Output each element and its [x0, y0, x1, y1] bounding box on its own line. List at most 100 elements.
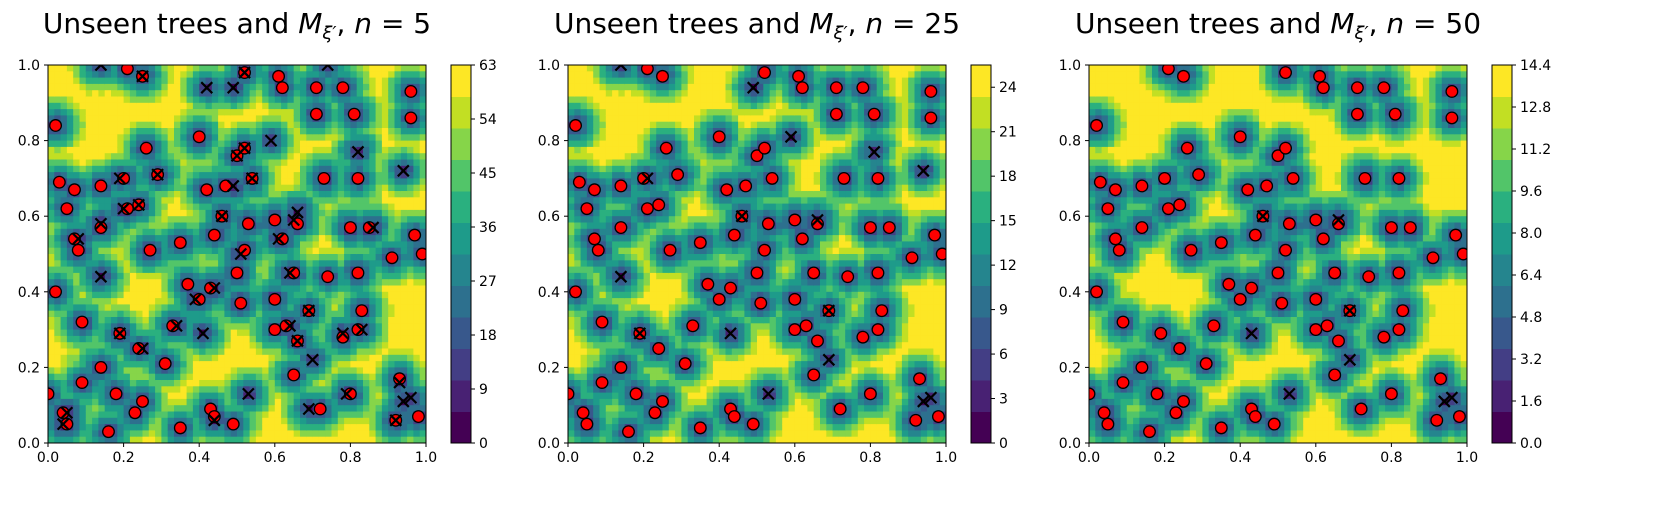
heatmap-cell: [631, 367, 638, 374]
observed-tree-point: [235, 297, 247, 309]
heatmap-cell: [54, 304, 61, 311]
heatmap-cell: [275, 197, 282, 204]
heatmap-cell: [54, 374, 61, 381]
heatmap-cell: [180, 134, 187, 141]
heatmap-cell: [388, 336, 395, 343]
heatmap-cell: [357, 380, 364, 387]
heatmap-cell: [294, 260, 301, 267]
heatmap-cell: [382, 267, 389, 274]
heatmap-cell: [269, 286, 276, 293]
heatmap-cell: [669, 361, 676, 368]
heatmap-cell: [187, 367, 194, 374]
observed-tree-point: [337, 82, 349, 94]
heatmap-cell: [413, 279, 420, 286]
heatmap-cell: [413, 367, 420, 374]
heatmap-cell: [669, 216, 676, 223]
heatmap-cell: [325, 254, 332, 261]
heatmap-cell: [325, 216, 332, 223]
heatmap-cell: [350, 78, 357, 85]
heatmap-cell: [612, 399, 619, 406]
heatmap-cell: [338, 109, 345, 116]
heatmap-cell: [124, 374, 131, 381]
observed-tree-point: [76, 316, 88, 328]
heatmap-cell: [143, 191, 150, 198]
heatmap-cell: [80, 424, 87, 431]
heatmap-cell: [105, 191, 112, 198]
heatmap-cell: [187, 185, 194, 192]
heatmap-cell: [369, 405, 376, 412]
heatmap-cell: [568, 84, 575, 91]
heatmap-cell: [218, 273, 225, 280]
heatmap-cell: [294, 191, 301, 198]
heatmap-cell: [413, 147, 420, 154]
heatmap-cell: [143, 273, 150, 280]
heatmap-cell: [149, 367, 156, 374]
heatmap-cell: [48, 430, 55, 437]
heatmap-cell: [224, 330, 231, 337]
heatmap-cell: [281, 122, 288, 129]
heatmap-cell: [376, 128, 383, 135]
heatmap-cell: [231, 115, 238, 122]
heatmap-cell: [568, 147, 575, 154]
heatmap-cell: [48, 311, 55, 318]
heatmap-cell: [86, 160, 93, 167]
heatmap-cell: [587, 323, 594, 330]
heatmap-cell: [174, 134, 181, 141]
heatmap-cell: [363, 147, 370, 154]
heatmap-cell: [218, 84, 225, 91]
heatmap-cell: [382, 424, 389, 431]
heatmap-cell: [224, 311, 231, 318]
heatmap-cell: [574, 267, 581, 274]
heatmap-cell: [256, 109, 263, 116]
heatmap-cell: [568, 349, 575, 356]
heatmap-cell: [587, 367, 594, 374]
heatmap-cell: [581, 147, 588, 154]
heatmap-cell: [644, 424, 651, 431]
heatmap-cell: [149, 235, 156, 242]
chart-title: Unseen trees and Mξ′, n = 5: [43, 7, 431, 44]
heatmap-cell: [376, 204, 383, 211]
heatmap-cell: [136, 267, 143, 274]
heatmap-cell: [187, 405, 194, 412]
y-tick-label: 0.8: [18, 134, 40, 150]
heatmap-cell: [581, 134, 588, 141]
heatmap-cell: [688, 405, 695, 412]
heatmap-cell: [92, 166, 99, 173]
heatmap-cell: [338, 216, 345, 223]
heatmap-cell: [199, 273, 206, 280]
heatmap-cell: [625, 304, 632, 311]
heatmap-cell: [606, 134, 613, 141]
heatmap-cell: [143, 336, 150, 343]
heatmap-cell: [199, 204, 206, 211]
heatmap-cell: [350, 241, 357, 248]
heatmap-cell: [656, 229, 663, 236]
heatmap-cell: [92, 260, 99, 267]
heatmap-cell: [681, 122, 688, 129]
heatmap-cell: [180, 311, 187, 318]
heatmap-cell: [338, 103, 345, 110]
heatmap-cell: [618, 235, 625, 242]
heatmap-cell: [48, 336, 55, 343]
heatmap-cell: [111, 241, 118, 248]
heatmap-cell: [618, 197, 625, 204]
heatmap-cell: [124, 260, 131, 267]
heatmap-cell: [275, 248, 282, 255]
heatmap-cell: [250, 191, 257, 198]
heatmap-cell: [650, 380, 657, 387]
heatmap-cell: [637, 349, 644, 356]
heatmap-cell: [168, 235, 175, 242]
heatmap-cell: [174, 103, 181, 110]
heatmap-cell: [587, 349, 594, 356]
heatmap-cell: [612, 71, 619, 78]
heatmap-cell: [80, 71, 87, 78]
heatmap-cell: [218, 241, 225, 248]
heatmap-cell: [612, 78, 619, 85]
heatmap-cell: [681, 241, 688, 248]
heatmap-cell: [574, 204, 581, 211]
heatmap-cell: [376, 367, 383, 374]
heatmap-cell: [587, 273, 594, 280]
heatmap-cell: [369, 84, 376, 91]
heatmap-cell: [313, 430, 320, 437]
heatmap-cell: [357, 160, 364, 167]
heatmap-cell: [300, 317, 307, 324]
